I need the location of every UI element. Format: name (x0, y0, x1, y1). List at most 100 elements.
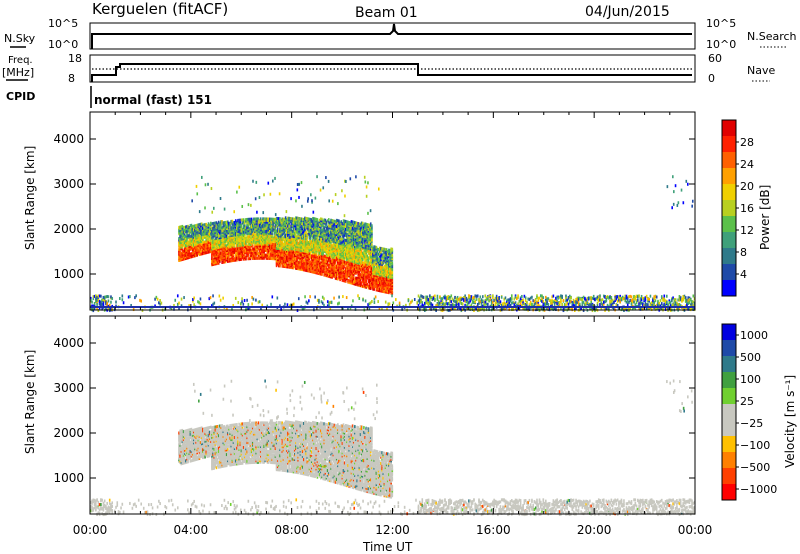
echo-cell (185, 234, 187, 238)
echo-cell (208, 223, 211, 227)
echo-cell (246, 235, 248, 239)
echo-cell (202, 244, 204, 248)
echo-cell (233, 239, 236, 243)
echo-cell (298, 242, 301, 246)
echo-cell (242, 229, 245, 233)
echo-cell (262, 250, 264, 254)
echo-cell (282, 242, 285, 246)
echo-cell (268, 236, 271, 240)
echo-cell (189, 235, 192, 239)
echo-cell (298, 229, 301, 233)
echo-cell (236, 252, 238, 256)
echo-cell (292, 233, 295, 237)
echo-cell (212, 242, 214, 246)
echo-cell (292, 250, 295, 254)
echo-cell (223, 257, 226, 261)
echo-cell (298, 253, 301, 257)
echo-cell (272, 222, 274, 226)
echo-cell (276, 237, 279, 241)
echo-cell (258, 244, 261, 248)
echo-cell (179, 227, 181, 231)
echo-cell (207, 238, 210, 242)
echo-cell (292, 236, 295, 240)
echo-cell (290, 223, 293, 227)
echo-cell (179, 247, 181, 251)
echo-cell (278, 218, 280, 222)
echo-cell (236, 248, 238, 252)
echo-cell (291, 222, 294, 226)
echo-cell (249, 222, 252, 226)
echo-cell (249, 217, 252, 221)
echo-cell (258, 256, 261, 260)
echo-cell (295, 233, 297, 237)
echo-cell (183, 233, 186, 237)
echo-cell (242, 241, 245, 245)
echo-cell (236, 244, 238, 248)
echo-cell (297, 260, 299, 264)
echo-cell (258, 233, 261, 237)
echo-cell (228, 245, 230, 249)
echo-cell (238, 240, 240, 244)
echo-cell (254, 233, 256, 237)
echo-cell (367, 211, 369, 215)
echo-cell (281, 236, 284, 240)
echo-cell (253, 247, 255, 251)
echo-cell (189, 252, 192, 256)
echo-cell (225, 255, 228, 259)
echo-cell (197, 242, 200, 246)
echo-cell (288, 219, 290, 223)
echo-cell (242, 254, 245, 258)
echo-cell (274, 230, 277, 234)
echo-cell (178, 229, 180, 233)
echo-cell (232, 244, 235, 248)
echo-cell (242, 257, 245, 261)
echo-cell (257, 256, 260, 260)
echo-cell (211, 227, 213, 231)
echo-cell (276, 218, 279, 222)
echo-cell (257, 230, 260, 234)
echo-cell (255, 241, 257, 245)
echo-cell (216, 255, 219, 259)
echo-cell (267, 249, 270, 253)
echo-cell (275, 218, 278, 222)
echo-cell (224, 222, 227, 226)
echo-cell (233, 210, 236, 214)
echo-cell (187, 235, 189, 239)
echo-cell (203, 223, 205, 227)
echo-cell (214, 241, 217, 245)
echo-cell (203, 247, 205, 251)
nsky-panel: N.Sky 10^5 10^0 10^5 10^0 N.Search (4, 17, 797, 51)
echo-cell (274, 236, 277, 240)
echo-cell (217, 225, 220, 229)
echo-cell (268, 245, 271, 249)
echo-cell (259, 255, 262, 259)
echo-cell (225, 223, 228, 227)
echo-cell (192, 229, 195, 233)
echo-cell (231, 227, 234, 231)
echo-cell (291, 253, 294, 257)
echo-cell (278, 262, 280, 266)
echo-cell (223, 232, 226, 236)
echo-cell (280, 225, 282, 229)
echo-cell (188, 229, 191, 233)
echo-cell (262, 226, 264, 230)
echo-cell (250, 222, 253, 226)
echo-cell (272, 246, 274, 250)
echo-cell (221, 229, 223, 233)
echo-cell (203, 242, 205, 246)
echo-cell (194, 248, 196, 252)
echo-cell (258, 195, 261, 199)
echo-cell (297, 264, 299, 268)
echo-cell (274, 257, 277, 261)
echo-cell (273, 247, 276, 251)
echo-cell (246, 224, 248, 228)
echo-cell (297, 262, 299, 266)
echo-cell (180, 253, 183, 257)
echo-cell (274, 217, 277, 221)
echo-cell (210, 187, 213, 191)
echo-cell (188, 240, 191, 244)
echo-cell (209, 221, 212, 225)
echo-cell (194, 241, 196, 245)
echo-cell (240, 243, 243, 247)
echo-cell (233, 246, 236, 250)
